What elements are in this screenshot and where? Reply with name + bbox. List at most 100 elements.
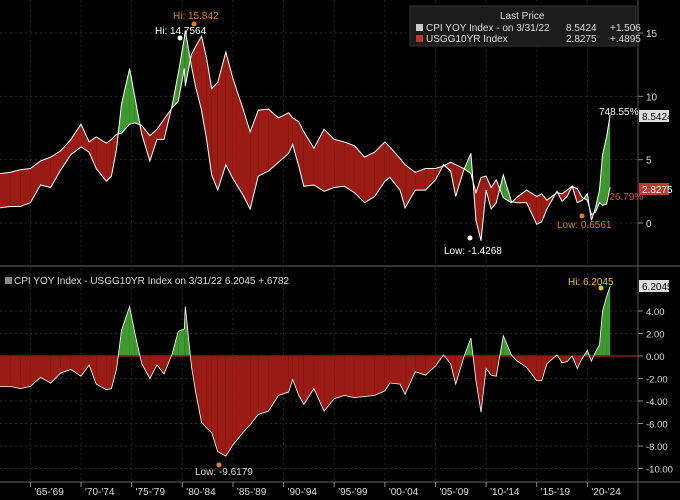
spread-fill-segment: [96, 136, 107, 182]
spread-fill-segment: [121, 68, 130, 134]
spread-fill-segment: [20, 168, 31, 207]
top-y-tick-label: 0: [646, 219, 652, 230]
legend-spread-label: CPI YOY Index - USGG10YR Index on 3/31/2…: [14, 276, 290, 287]
spread-area-segment: [60, 356, 71, 373]
spread-fill-segment: [258, 109, 269, 177]
spread-fill-segment: [278, 112, 289, 163]
spread-fill-segment: [491, 179, 497, 210]
spread-area-segment: [111, 356, 117, 389]
spread-area-segment: [70, 356, 82, 377]
spread-fill-segment: [364, 152, 375, 203]
x-tick-label: '90-'94: [288, 487, 318, 498]
spread-fill-segment: [0, 172, 11, 208]
top-y-tick-label: 15: [646, 29, 658, 40]
spread-area-segment: [450, 356, 456, 385]
spread-fill-segment: [444, 162, 451, 172]
spread-area-segment: [516, 356, 527, 368]
spread-area-segment: [30, 356, 41, 387]
spread-fill-segment: [201, 36, 207, 140]
spread-fill-segment: [344, 141, 355, 193]
spread-fill-segment: [602, 136, 607, 206]
yield-series-line: [0, 34, 611, 216]
hi-cpi-marker: [191, 21, 197, 27]
spread-area-segment: [606, 286, 611, 356]
annotation-hi-cpi: Hi: 15.842: [173, 11, 219, 22]
spread-fill-segment: [156, 119, 165, 140]
spread-area-segment: [121, 306, 130, 356]
spread-area-segment: [178, 329, 185, 356]
top-panel-series-lines: [0, 30, 611, 241]
spread-fill-segment: [334, 139, 345, 188]
spread-fill-segment: [268, 109, 279, 172]
spread-area-segment: [541, 356, 547, 381]
top-panel-y-ticks: 0 5 10 15: [638, 29, 658, 230]
spread-area-segment: [374, 356, 385, 396]
spread-area-segment: [10, 356, 21, 389]
hi-spread-marker: [598, 285, 604, 291]
spread-area-segment: [354, 356, 365, 398]
spread-area-segment: [206, 356, 212, 433]
spread-fill-segment: [129, 68, 135, 125]
x-tick-label: '20-'24: [591, 487, 621, 498]
legend-yield-swatch: [416, 35, 423, 42]
spread-fill-segment: [389, 147, 401, 191]
low-yield-marker: [579, 213, 585, 219]
cpi-series-line: [0, 30, 611, 241]
spread-area-segment: [149, 356, 157, 379]
spread-area-segment: [81, 356, 90, 377]
spread-area-segment: [425, 356, 436, 376]
spread-fill-segment: [141, 125, 150, 161]
spread-area-segment: [415, 356, 426, 376]
spread-fill-segment: [606, 114, 611, 204]
spread-fill-segment: [486, 176, 492, 210]
spread-area-segment: [40, 356, 51, 383]
spread-area-segment: [195, 356, 202, 423]
annotation-yield-pct: -26.79%: [606, 192, 643, 203]
spread-fill-segment: [425, 168, 436, 191]
annotation-low-yield: Low: 0.6561: [557, 220, 612, 231]
spread-fill-segment: [106, 139, 112, 182]
spread-fill-segment: [577, 188, 583, 203]
x-tick-label: '00-'04: [389, 487, 419, 498]
spread-area-segment: [491, 356, 497, 377]
spread-area-segment: [324, 356, 335, 412]
legend-header: Last Price: [500, 11, 545, 22]
spread-fill-segment: [30, 160, 41, 203]
spread-area-segment: [141, 356, 150, 379]
legend-cpi-swatch: [416, 24, 423, 31]
spread-area-segment: [250, 356, 259, 425]
bottom-legend: CPI YOY Index - USGG10YR Index on 3/31/2…: [5, 276, 290, 287]
annotation-low-cpi: Low: -1.4268: [444, 246, 502, 257]
spread-fill-segment: [415, 168, 426, 191]
spread-fill-segment: [40, 157, 51, 188]
legend-cpi-value: 8.5424: [566, 23, 597, 34]
spread-area-segment: [292, 356, 299, 396]
x-tick-label: '85-'89: [237, 487, 267, 498]
bottom-y-tick-label: -6.00: [646, 420, 668, 431]
spread-fill-segment: [374, 141, 385, 197]
yield-last-tag: 2.8275: [639, 183, 673, 196]
spread-fill-segment: [324, 129, 335, 192]
spread-fill-segment: [178, 38, 185, 102]
spread-fill-segment: [354, 145, 365, 203]
legend-spread-swatch: [5, 277, 12, 284]
spread-area-segment: [313, 356, 325, 412]
spread-last-value: 6.2045: [642, 282, 673, 293]
spread-area-segment: [298, 356, 304, 405]
spread-fill-segment: [292, 117, 299, 166]
spread-fill-segment: [225, 52, 233, 179]
spread-fill-segment: [496, 179, 500, 203]
spread-fill-segment: [243, 109, 251, 210]
spread-area-segment: [243, 356, 251, 433]
spread-fill-segment: [10, 169, 21, 207]
bottom-y-tick-label: 0.00: [646, 352, 665, 363]
spread-area-segment: [20, 356, 31, 389]
x-tick-label: '10-'14: [490, 487, 520, 498]
spread-area-segment: [475, 356, 482, 413]
top-legend: Last Price CPI YOY Index - on 3/31/22 8.…: [409, 5, 641, 47]
spread-area-segment: [364, 356, 375, 397]
spread-area-segment: [201, 356, 207, 428]
spread-fill-segment: [81, 124, 90, 153]
bottom-panel-y-ticks: 4.00 2.00 0.00 -2.00 -4.00 -6.00 -8.00 -10.00: [638, 307, 673, 476]
